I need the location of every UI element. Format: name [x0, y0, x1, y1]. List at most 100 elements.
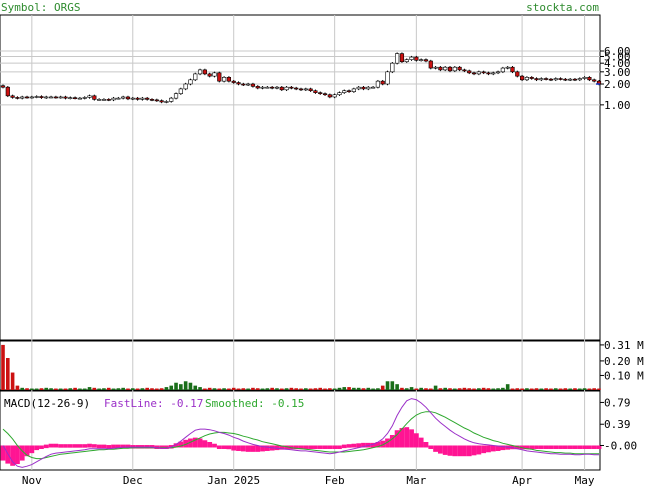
- candle-body: [327, 94, 332, 98]
- macd-histogram-bar: [91, 444, 97, 448]
- macd-histogram-bar: [490, 445, 496, 452]
- candle-body: [250, 83, 256, 87]
- macd-histogram-bar: [202, 440, 208, 448]
- candle-body: [370, 86, 376, 89]
- candle-body: [193, 73, 198, 81]
- candle-body: [29, 96, 34, 99]
- volume-bar: [467, 388, 472, 390]
- volume-bar: [222, 388, 226, 390]
- candle-body: [500, 67, 505, 73]
- candle-body: [270, 86, 275, 89]
- volume-bar: [462, 387, 467, 390]
- candle-body: [173, 93, 179, 99]
- volume-bar: [1, 344, 5, 390]
- volume-bar: [563, 388, 568, 390]
- candle-body: [356, 86, 361, 90]
- macd-histogram-bar: [29, 445, 35, 454]
- volume-bar: [597, 388, 601, 390]
- volume-bar: [592, 388, 596, 390]
- macd-histogram-bar: [562, 445, 568, 449]
- volume-bar: [49, 388, 53, 390]
- volume-bar: [145, 387, 149, 390]
- candle-body: [92, 95, 97, 100]
- macd-histogram-bar: [255, 445, 261, 452]
- candle-body: [395, 53, 400, 64]
- macd-histogram-bar: [15, 445, 20, 465]
- volume-bar: [294, 388, 298, 390]
- macd-histogram-bar: [303, 445, 309, 449]
- candle-body: [183, 83, 188, 90]
- volume-bar: [159, 388, 164, 390]
- candle-body: [34, 96, 39, 98]
- volume-bar: [448, 388, 452, 390]
- candle-body: [217, 72, 222, 82]
- candle-body: [481, 71, 486, 74]
- volume-bar: [318, 387, 323, 390]
- macd-histogram-bar: [413, 433, 419, 448]
- candle-body: [63, 96, 68, 99]
- candle-body: [361, 86, 366, 90]
- volume-bar: [371, 388, 375, 390]
- volume-bar: [472, 388, 476, 390]
- candle-body: [534, 78, 539, 81]
- candle-body: [44, 96, 49, 99]
- volume-bar: [404, 388, 409, 390]
- volume-bar: [486, 388, 491, 390]
- volume-bar: [385, 381, 390, 390]
- candle-body: [226, 77, 232, 82]
- candle-body: [443, 66, 448, 71]
- candle-body: [308, 88, 313, 92]
- volume-bar: [491, 388, 496, 390]
- candle-body: [135, 97, 140, 100]
- macd-histogram-bar: [67, 444, 73, 448]
- volume-tick-label: 0.20 M: [604, 355, 644, 368]
- site-label: stockta.com: [526, 1, 599, 14]
- volume-bar: [39, 388, 44, 390]
- volume-bar: [477, 388, 481, 390]
- candle-body: [433, 66, 438, 69]
- volume-bar: [457, 388, 462, 390]
- volume-bar: [58, 388, 63, 390]
- macd-histogram-bar: [120, 444, 126, 449]
- volume-bar: [337, 387, 342, 390]
- candle-body: [87, 95, 92, 98]
- macd-histogram-bar: [452, 445, 458, 457]
- candle-body: [260, 86, 265, 89]
- candle-body: [241, 83, 246, 86]
- volume-bar: [510, 388, 515, 390]
- candle-body: [116, 97, 121, 100]
- candle-body: [39, 96, 44, 98]
- volume-bar: [400, 387, 404, 390]
- price-panel: [0, 14, 601, 341]
- candle-body: [159, 100, 164, 103]
- macd-histogram-bar: [284, 445, 289, 450]
- candle-body: [178, 88, 183, 94]
- macd-smoothed-label: Smoothed: -0.15: [205, 397, 304, 410]
- macd-histogram-bar: [404, 427, 410, 448]
- volume-bar: [150, 388, 154, 390]
- volume-bar: [87, 387, 92, 390]
- candle-body: [491, 72, 496, 75]
- macd-histogram-bar: [101, 444, 107, 449]
- volume-bar: [6, 358, 10, 390]
- macd-histogram-bar: [43, 444, 49, 449]
- volume-bar: [188, 382, 193, 390]
- macd-histogram-bar: [596, 445, 602, 449]
- macd-histogram-bar: [457, 445, 463, 457]
- macd-histogram-bar: [375, 441, 381, 448]
- volume-bar: [111, 388, 116, 390]
- volume-bar: [313, 388, 318, 390]
- volume-tick-label: 0.10 M: [604, 369, 644, 382]
- candle-body: [188, 79, 193, 85]
- candle-body: [471, 72, 477, 75]
- candle-body: [246, 83, 251, 86]
- price-tick-label: 6.00: [604, 45, 631, 58]
- x-tick-label: Feb: [325, 474, 345, 486]
- candle-body: [423, 59, 429, 62]
- macd-histogram-bar: [221, 445, 227, 449]
- volume-bar: [193, 385, 198, 390]
- candle-body: [140, 97, 145, 100]
- macd-histogram-bar: [380, 440, 386, 448]
- macd-histogram-bar: [192, 437, 198, 448]
